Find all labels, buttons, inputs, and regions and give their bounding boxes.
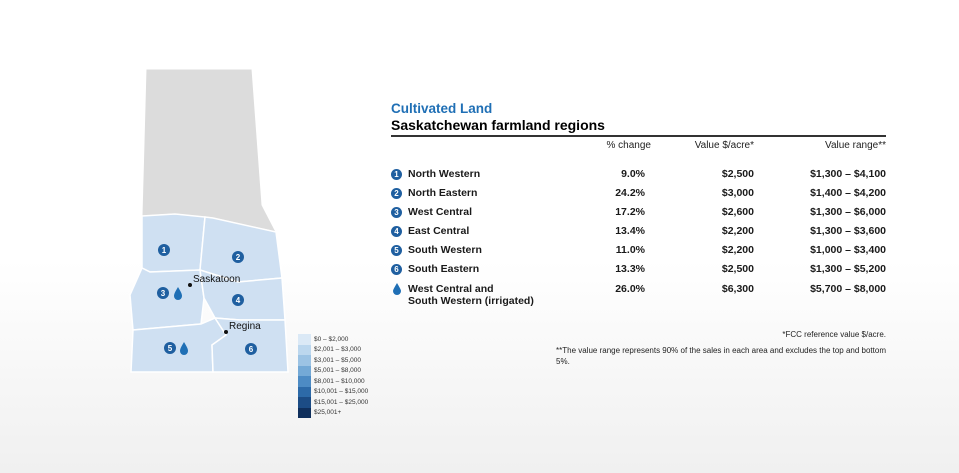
region-marker-icon: 4 [391,226,402,237]
svg-text:5: 5 [168,344,173,353]
value-per-acre: $2,200 [721,244,754,256]
legend-item: $8,001 – $10,000 [298,376,388,387]
percent-change: 9.0% [621,168,645,180]
city-label-saskatoon: Saskatoon [193,274,240,285]
svg-text:1: 1 [162,246,167,255]
value-per-acre: $2,500 [721,263,754,275]
region-marker-icon: 2 [391,188,402,199]
region-name: West Central [408,206,472,218]
table-row: 2 North Eastern 24.2% $3,000 $1,400 – $4… [391,187,886,206]
map-north-area [141,68,277,233]
table-row: 1 North Western 9.0% $2,500 $1,300 – $4,… [391,168,886,187]
svg-text:4: 4 [236,296,241,305]
region-marker-icon: 5 [391,245,402,256]
legend-item: $15,001 – $25,000 [298,397,388,408]
region-marker-icon: 3 [391,207,402,218]
water-drop-icon [174,287,182,300]
map-marker-1: 1 [158,244,170,256]
footnote-reference: *FCC reference value $/acre. [782,330,886,339]
percent-change: 24.2% [615,187,645,199]
table-row: 6 South Eastern 13.3% $2,500 $1,300 – $5… [391,263,886,282]
city-dot-saskatoon [188,283,192,287]
region-name-line1: West Central and [408,283,494,295]
value-range: $1,300 – $4,100 [810,168,886,180]
table-row: West Central and South Western (irrigate… [391,283,886,311]
value-per-acre: $3,000 [721,187,754,199]
water-drop-icon [180,342,188,355]
column-header-value: Value $/acre* [694,140,754,151]
column-header-change: % change [606,140,651,151]
value-range: $1,300 – $5,200 [810,263,886,275]
value-range: $1,300 – $6,000 [810,206,886,218]
page-title: Cultivated Land [391,101,493,116]
legend-item: $5,001 – $8,000 [298,365,388,376]
footnote-range: **The value range represents 90% of the … [556,346,886,366]
map-region-3 [129,266,205,331]
table-row: 5 South Western 11.0% $2,200 $1,000 – $3… [391,244,886,263]
region-name: East Central [408,225,470,237]
table-row: 4 East Central 13.4% $2,200 $1,300 – $3,… [391,225,886,244]
svg-text:2: 2 [236,253,241,262]
region-marker-icon: 1 [391,169,402,180]
value-range: $1,300 – $3,600 [810,225,886,237]
region-marker-icon: 6 [391,264,402,275]
table-row: 3 West Central 17.2% $2,600 $1,300 – $6,… [391,206,886,225]
column-header-range: Value range** [825,140,886,151]
legend-item: $3,001 – $5,000 [298,355,388,366]
value-range: $1,400 – $4,200 [810,187,886,199]
value-per-acre: $2,200 [721,225,754,237]
region-name-line2: South Western (irrigated) [408,295,534,307]
title-divider [391,135,886,137]
value-range: $1,000 – $3,400 [810,244,886,256]
region-name: North Eastern [408,187,478,199]
region-name: North Western [408,168,481,180]
legend-item: $10,001 – $15,000 [298,386,388,397]
water-drop-icon [393,283,401,295]
region-name: South Eastern [408,263,480,275]
svg-text:3: 3 [161,289,166,298]
value-range: $5,700 – $8,000 [810,283,886,295]
percent-change: 13.3% [615,263,645,275]
legend-item: $0 – $2,000 [298,334,388,345]
value-per-acre: $6,300 [721,283,754,295]
percent-change: 17.2% [615,206,645,218]
percent-change: 13.4% [615,225,645,237]
map-marker-3: 3 [157,287,169,299]
city-label-regina: Regina [229,321,261,332]
value-per-acre: $2,500 [721,168,754,180]
map-marker-4: 4 [232,294,244,306]
map-region-1 [141,213,206,273]
region-name: West Central and South Western (irrigate… [408,283,534,307]
map-marker-2: 2 [232,251,244,263]
region-name: South Western [408,244,482,256]
page-subtitle: Saskatchewan farmland regions [391,117,605,133]
map-legend: $0 – $2,000 $2,001 – $3,000 $3,001 – $5,… [298,334,388,418]
legend-item: $25,001+ [298,407,388,418]
legend-item: $2,001 – $3,000 [298,344,388,355]
percent-change: 11.0% [615,244,645,256]
city-dot-regina [224,330,228,334]
value-per-acre: $2,600 [721,206,754,218]
map-marker-5: 5 [164,342,176,354]
svg-text:6: 6 [249,345,254,354]
map-marker-6: 6 [245,343,257,355]
percent-change: 26.0% [615,283,645,295]
